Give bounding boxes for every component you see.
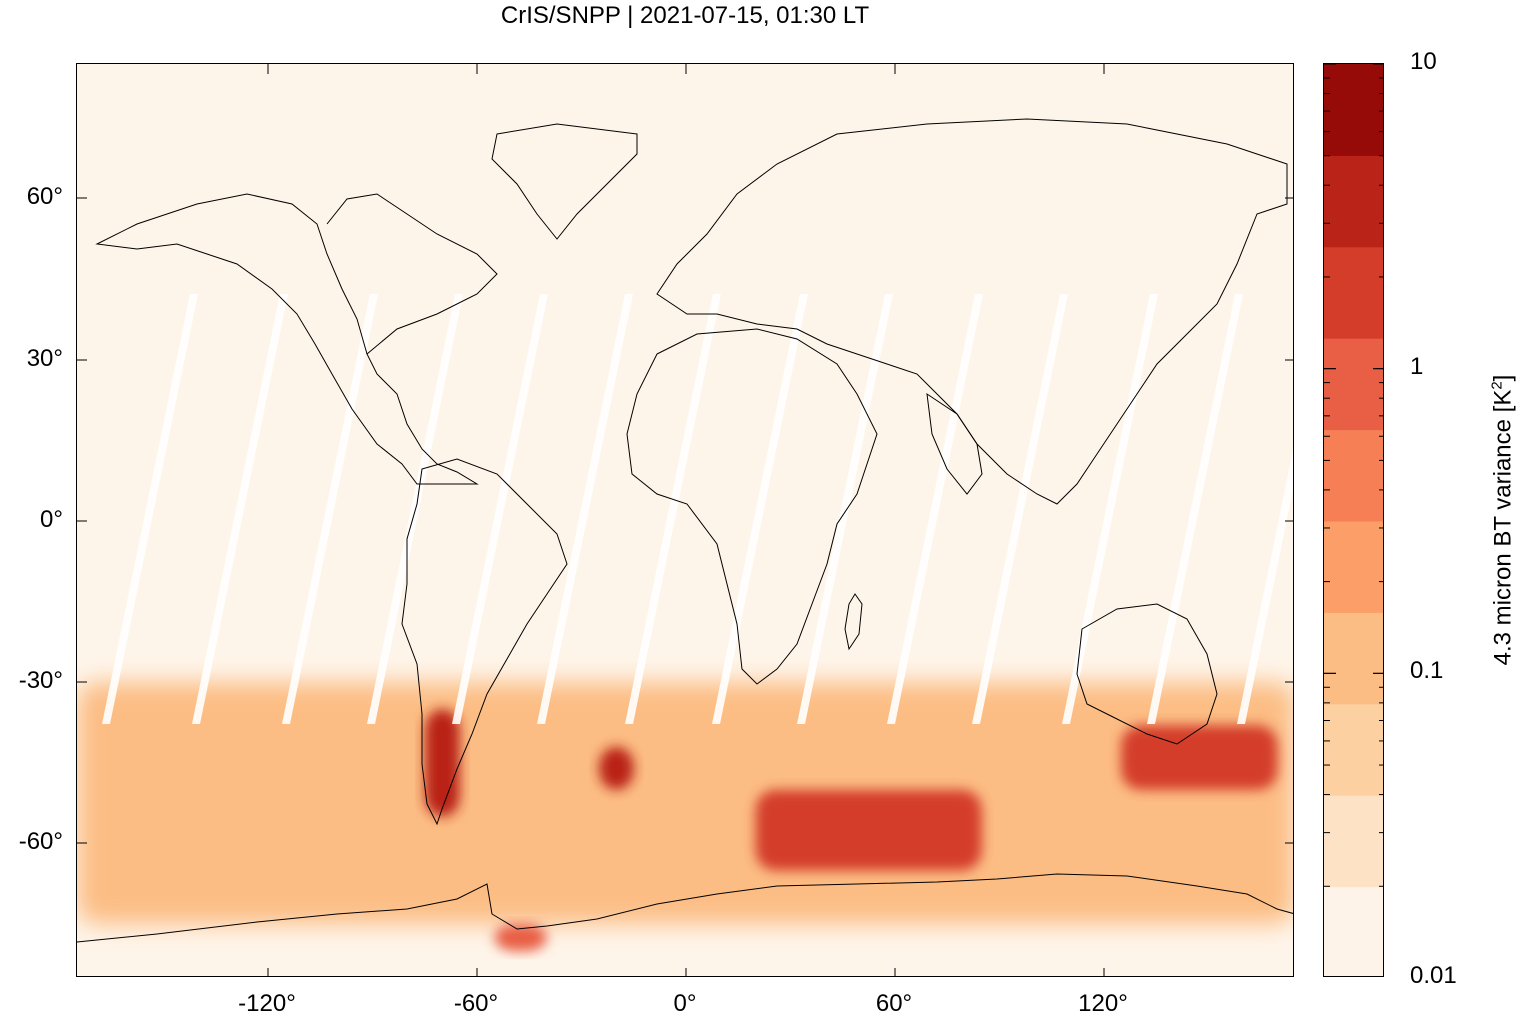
colorbar-label-suffix: ] [1489, 374, 1517, 382]
colorbar-swatches [1324, 64, 1383, 976]
orbit-gap [192, 294, 288, 724]
colorbar-swatch [1324, 246, 1383, 339]
x-tick-label: 0° [673, 990, 697, 1017]
orbit-gap [1147, 294, 1243, 724]
orbit-gap [1062, 294, 1158, 724]
orbit-gap [537, 294, 633, 724]
coastline-eurasia [656, 118, 1288, 505]
coastline-north-america [95, 193, 479, 485]
coastline-india [926, 392, 983, 495]
map-canvas [77, 64, 1293, 976]
colorbar-label-superscript: 2 [1488, 381, 1506, 390]
colorbar-tick-label: 0.1 [1410, 657, 1444, 684]
colorbar [1323, 63, 1384, 977]
y-tick-label: -30° [18, 667, 63, 694]
colorbar-swatch [1324, 795, 1383, 888]
orbit-gap [887, 294, 983, 724]
colorbar-label: 4.3 micron BT variance [K2] [1489, 375, 1518, 666]
coastline-australia [1076, 603, 1218, 745]
x-tick-label: -60° [453, 990, 499, 1017]
chart-title: CrIS/SNPP | 2021-07-15, 01:30 LT [500, 2, 870, 29]
coastlines [77, 118, 1293, 943]
field-region-patagonia-andes [425, 709, 460, 817]
orbit-gaps [102, 294, 1293, 724]
orbit-gap [797, 294, 893, 724]
coastline-south-america [401, 458, 568, 826]
variance-field [77, 682, 1293, 952]
colorbar-swatch [1324, 612, 1383, 705]
colorbar-swatch [1324, 338, 1383, 431]
graticule-ticks [77, 64, 1293, 976]
field-region-southern-indian-ocean [755, 789, 982, 871]
coastline-greenland [491, 123, 638, 240]
coastline-north-america-east [326, 193, 498, 355]
y-tick-label: -60° [18, 828, 63, 855]
field-region-south-of-australia [1121, 725, 1278, 790]
orbit-gap [452, 294, 548, 724]
orbit-gap [367, 294, 463, 724]
colorbar-swatch [1324, 429, 1383, 522]
map-plot-area [76, 63, 1294, 977]
colorbar-tick-label: 0.01 [1410, 962, 1457, 989]
field-region-southern-hemisphere-band [77, 682, 1293, 925]
colorbar-swatch [1324, 703, 1383, 796]
y-tick-label: 30° [26, 345, 63, 372]
coastline-antarctica [77, 873, 1293, 943]
colorbar-label-text: 4.3 micron BT variance [K [1489, 389, 1517, 666]
field-region-antarctic-coast-weddell [494, 924, 547, 952]
x-tick-label: 120° [1078, 990, 1128, 1017]
field-region-south-atlantic [599, 746, 634, 790]
coastline-africa [626, 328, 878, 685]
orbit-gap [102, 294, 198, 724]
y-tick-label: 0° [40, 506, 63, 533]
colorbar-swatch [1324, 521, 1383, 613]
orbit-gap [625, 294, 721, 724]
coastline-madagascar [844, 593, 863, 651]
colorbar-tick-label: 1 [1410, 353, 1424, 380]
y-tick-label: 60° [26, 183, 63, 210]
orbit-gap [972, 294, 1068, 724]
orbit-gap [282, 294, 378, 724]
colorbar-swatch [1324, 64, 1383, 156]
x-tick-label: 60° [875, 990, 913, 1017]
colorbar-swatch [1324, 155, 1383, 248]
orbit-gap [712, 294, 808, 724]
colorbar-tick-label: 10 [1410, 48, 1437, 75]
colorbar-swatch [1324, 886, 1383, 976]
x-tick-label: -120° [238, 990, 296, 1017]
